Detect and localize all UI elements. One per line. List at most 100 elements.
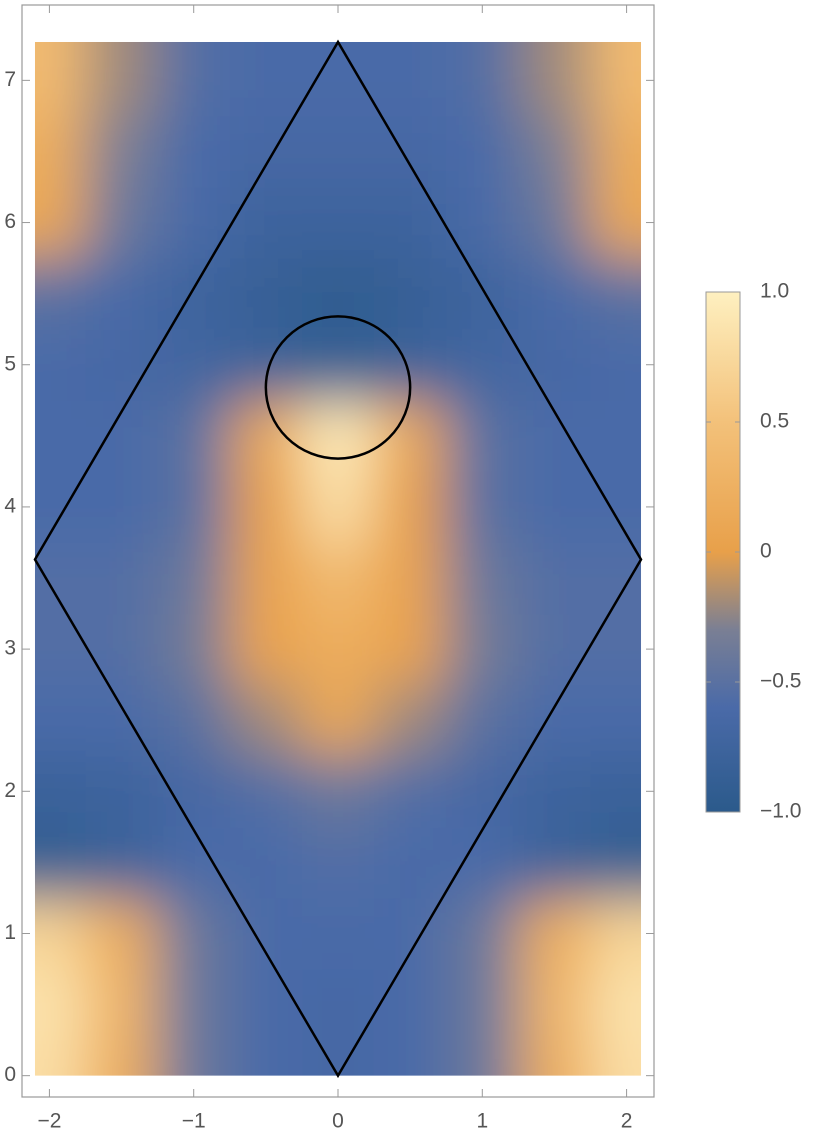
cell (446, 471, 519, 543)
cell (590, 897, 642, 970)
cell (229, 187, 303, 259)
cell (157, 258, 231, 330)
cell (34, 41, 86, 117)
cell (301, 613, 375, 686)
cell (157, 826, 231, 899)
cell (85, 471, 159, 543)
cell (590, 684, 642, 757)
cell (374, 41, 447, 117)
colorbar-label: 0 (760, 540, 772, 563)
cell (157, 897, 231, 970)
cell (34, 826, 86, 899)
cell (374, 187, 447, 259)
cell (446, 400, 519, 472)
cell (301, 400, 375, 472)
diamond (33, 39, 643, 1079)
cell (301, 187, 375, 259)
y-tick-label: 4 (4, 494, 16, 517)
colorbar-label: −1.0 (760, 800, 801, 823)
cell (301, 826, 375, 899)
cell (301, 969, 375, 1041)
y-tick-label: 5 (4, 352, 16, 375)
cell (590, 115, 642, 188)
cell (34, 755, 86, 828)
x-tick-label: −2 (37, 1110, 61, 1133)
cell (229, 684, 303, 757)
cell (157, 613, 231, 686)
overlay (33, 39, 643, 1079)
x-tick-label: −1 (182, 1110, 206, 1133)
cell (374, 258, 447, 330)
cell (157, 969, 231, 1041)
cell (590, 329, 642, 401)
cell (590, 542, 642, 615)
cell (374, 400, 447, 472)
cell (374, 471, 447, 543)
cell (157, 187, 231, 259)
cell (446, 969, 519, 1041)
cell (301, 471, 375, 543)
cell (85, 258, 159, 330)
cell (446, 613, 519, 686)
x-tick-label: 2 (621, 1110, 633, 1133)
y-tick-label: 7 (4, 68, 16, 91)
cell (518, 41, 592, 117)
cell (446, 329, 519, 401)
cell (85, 826, 159, 899)
cell (590, 826, 642, 899)
cell (157, 684, 231, 757)
cell (301, 329, 375, 401)
cell (518, 471, 592, 543)
cell (34, 613, 86, 686)
cell (590, 755, 642, 828)
cell (374, 1040, 447, 1076)
cell (229, 613, 303, 686)
cell (590, 41, 642, 117)
cell (157, 41, 231, 117)
cell (518, 755, 592, 828)
cell (34, 1040, 86, 1076)
colorbar-label: −0.5 (760, 670, 801, 693)
cell (374, 542, 447, 615)
cell (34, 471, 86, 543)
cell (157, 471, 231, 543)
cell (590, 471, 642, 543)
cell (374, 684, 447, 757)
cell (590, 258, 642, 330)
cell (518, 1040, 592, 1076)
cell (85, 969, 159, 1041)
cell (374, 969, 447, 1041)
cell (374, 755, 447, 828)
circle (264, 315, 412, 460)
colorbar-label: 1.0 (760, 280, 789, 303)
cell (590, 1040, 642, 1076)
cell (518, 115, 592, 188)
cell (229, 258, 303, 330)
cells (34, 41, 642, 1076)
cell (229, 969, 303, 1041)
cell (229, 1040, 303, 1076)
cell (446, 826, 519, 899)
cell (34, 329, 86, 401)
cell (34, 115, 86, 188)
y-tick-label: 0 (4, 1063, 16, 1086)
cell (518, 329, 592, 401)
cell (301, 1040, 375, 1076)
cell (518, 542, 592, 615)
cell (85, 613, 159, 686)
cell (590, 400, 642, 472)
cell (518, 897, 592, 970)
x-tick-label: 0 (332, 1110, 344, 1133)
cell (85, 41, 159, 117)
cell (229, 542, 303, 615)
colorbar-label: 0.5 (760, 410, 789, 433)
cell (590, 969, 642, 1041)
cell (446, 684, 519, 757)
cell (301, 684, 375, 757)
cell (157, 115, 231, 188)
cell (518, 684, 592, 757)
cell (446, 542, 519, 615)
y-tick-label: 1 (4, 921, 16, 944)
cell (85, 684, 159, 757)
cell (518, 613, 592, 686)
